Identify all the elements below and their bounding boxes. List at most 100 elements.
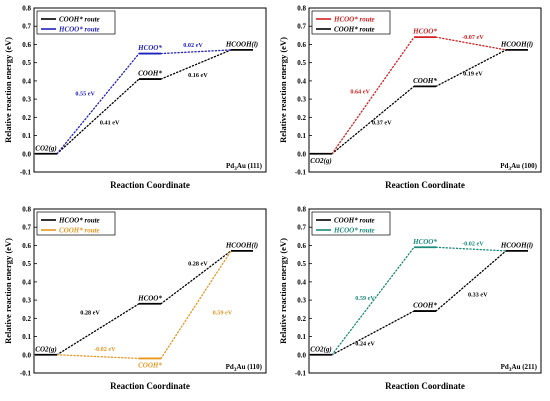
y-tick-label: 0.6: [297, 242, 306, 250]
legend-box: [311, 10, 391, 35]
y-tick-label: -0.1: [20, 169, 32, 177]
y-tick-label: 0.5: [22, 260, 31, 268]
state-label: COOH*: [138, 70, 162, 78]
legend-box: [36, 10, 116, 35]
energy-annotation: -0.02 eV: [94, 346, 116, 353]
state-label: HCOO*: [412, 28, 437, 36]
y-tick-label: 0.7: [22, 224, 31, 232]
y-tick-label: 0.6: [22, 41, 31, 49]
legend: HCOO* route COOH* route: [36, 211, 116, 236]
connector-line: [56, 354, 140, 360]
y-tick-label: 0.2: [297, 315, 306, 323]
y-tick-label: 0.4: [22, 278, 31, 286]
y-tick-label: 0.5: [297, 260, 306, 268]
y-tick-label: 0.7: [22, 23, 31, 31]
energy-annotation: 0.28 eV: [188, 260, 208, 267]
x-axis-label: Reaction Coordinate: [110, 180, 190, 190]
connector-line: [331, 246, 415, 356]
state-label: HCOOH(l): [500, 40, 533, 48]
state-label: HCOO*: [412, 238, 437, 246]
connector-line: [160, 250, 232, 305]
state-label: CO2(g): [310, 157, 331, 165]
panel-label: Pd3Au (211): [501, 363, 538, 373]
y-tick-label: 0.7: [297, 23, 306, 31]
y-tick-label: 0.3: [22, 96, 31, 104]
y-tick-label: -0.1: [20, 370, 32, 378]
state-label: HCOOH(l): [225, 40, 258, 48]
y-tick-label: 0.8: [297, 5, 306, 13]
y-tick-label: 0.3: [297, 96, 306, 104]
y-tick-label: 0.8: [22, 5, 31, 13]
legend-label: HCOO* route: [333, 227, 375, 235]
state-label: COOH*: [413, 302, 437, 310]
connector-line: [435, 246, 507, 252]
y-tick-label: 0.1: [297, 132, 306, 140]
y-tick-label: 0.5: [297, 59, 306, 67]
connector-line: [160, 49, 232, 55]
legend-label: HCOO* route: [333, 16, 375, 24]
state-label: HCOOH(l): [500, 241, 533, 249]
y-tick-label: 0.8: [297, 206, 306, 214]
energy-annotation: -0.07 eV: [462, 34, 484, 41]
energy-annotation: 0.16 eV: [188, 72, 208, 79]
y-tick-label: 0.0: [297, 351, 306, 359]
energy-annotation: 0.37 eV: [372, 120, 392, 127]
connector-line: [435, 250, 507, 312]
y-tick-label: 0.3: [297, 297, 306, 305]
y-tick-label: 0.5: [22, 59, 31, 67]
x-axis-label: Reaction Coordinate: [385, 180, 465, 190]
legend: COOH* route HCOO* route: [36, 10, 116, 35]
legend-label: COOH* route: [334, 26, 375, 34]
y-tick-label: 0.3: [22, 297, 31, 305]
chart-panel-4: -0.1 0.0 0.1 0.2 0.3 0.4 0.5 0.6 0.7 0.8 Relative …: [278, 206, 542, 391]
y-tick-label: 0.6: [297, 41, 306, 49]
panel-label: Pd3Au (111): [226, 162, 263, 172]
energy-annotation: -0.02 eV: [462, 240, 484, 247]
y-tick-label: 0.1: [297, 333, 306, 341]
state-label: CO2(g): [310, 345, 331, 353]
connector-line: [435, 36, 507, 51]
energy-annotation: 0.59 eV: [355, 295, 375, 302]
state-label: HCOO*: [137, 44, 162, 52]
energy-annotation: 0.28 eV: [80, 310, 100, 317]
connector-line: [56, 52, 140, 155]
legend-label: COOH* route: [59, 16, 100, 24]
legend-label: COOH* route: [334, 217, 375, 225]
legend-label: COOH* route: [59, 227, 100, 235]
state-label: COOH*: [413, 77, 437, 85]
y-axis-label: Relative reaction energy (eV): [278, 238, 288, 344]
state-label: HCOOH(l): [225, 241, 258, 249]
y-tick-label: 0.7: [297, 224, 306, 232]
y-tick-label: -0.1: [295, 169, 307, 177]
plot-frame: [308, 7, 542, 173]
y-tick-label: 0.0: [22, 351, 31, 359]
chart-panel-2: -0.1 0.0 0.1 0.2 0.3 0.4 0.5 0.6 0.7 0.8 Relative …: [278, 5, 542, 190]
energy-annotation: 0.55 eV: [75, 90, 95, 97]
legend: HCOO* route COOH* route: [311, 10, 391, 35]
y-tick-label: -0.1: [295, 370, 307, 378]
panel-label: Pd3Au (100): [500, 162, 537, 172]
connector-line: [331, 36, 415, 155]
legend-box: [36, 211, 116, 236]
x-axis-label: Reaction Coordinate: [110, 381, 190, 391]
state-label: CO2(g): [35, 144, 56, 152]
energy-annotation: 0.59 eV: [213, 310, 233, 317]
panel-label: Pd3Au (110): [226, 363, 263, 373]
y-tick-label: 0.1: [22, 132, 31, 140]
y-tick-label: 0.0: [297, 150, 306, 158]
chart-panel-3: -0.1 0.0 0.1 0.2 0.3 0.4 0.5 0.6 0.7 0.8 Relative …: [3, 206, 267, 391]
x-axis-label: Reaction Coordinate: [385, 381, 465, 391]
connector-line: [160, 250, 232, 360]
y-tick-label: 0.2: [22, 315, 31, 323]
y-tick-label: 0.4: [297, 278, 306, 286]
y-tick-label: 0.2: [297, 114, 306, 122]
y-tick-label: 0.1: [22, 333, 31, 341]
energy-annotation: 0.02 eV: [183, 42, 203, 49]
legend-label: HCOO* route: [58, 26, 100, 34]
state-label: CO2(g): [35, 345, 56, 353]
energy-annotation: 0.41 eV: [100, 120, 120, 127]
connector-line: [331, 85, 415, 155]
chart-panel-1: -0.1 0.0 0.1 0.2 0.3 0.4 0.5 0.6 0.7 0.8 Relative …: [3, 5, 267, 190]
y-tick-label: 0.8: [22, 206, 31, 214]
connector-line: [331, 310, 415, 356]
